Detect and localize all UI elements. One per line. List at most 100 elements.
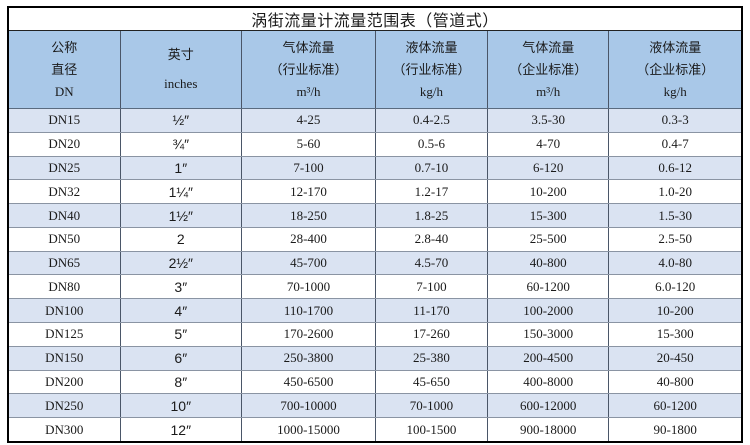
table-row: DN80 3″ 70-1000 7-100 60-1200 6.0-120 bbox=[9, 274, 741, 299]
cell-value: 4″ bbox=[119, 299, 242, 323]
cell-value: 4-70 bbox=[486, 132, 609, 156]
cell-dn: DN200 bbox=[45, 373, 84, 389]
table-row: DN125 5″ 170-2600 17-260 150-3000 15-300 bbox=[9, 322, 741, 346]
column-header-line: （行业标准） bbox=[392, 61, 471, 77]
cell-value: 1.2-17 bbox=[374, 180, 487, 204]
cell-value: 60-1200 bbox=[608, 394, 740, 418]
column-header-line: DN bbox=[54, 83, 74, 99]
cell-value: 6.0-120 bbox=[608, 275, 740, 299]
cell-value: 12″ bbox=[119, 418, 242, 441]
cell-value: 5″ bbox=[119, 323, 242, 346]
column-header-line: 公称 bbox=[51, 39, 78, 55]
column-header-1: 公称直径 DN bbox=[9, 31, 120, 108]
cell-value: 45-650 bbox=[374, 370, 487, 394]
column-header-line: 直径 bbox=[51, 61, 78, 77]
table-row: DN100 4″ 110-1700 11-170 100-2000 10-200 bbox=[9, 298, 741, 323]
table-body: DN15 ½″ 4-25 0.4-2.5 3.5-30 0.3-3 DN20 ¾″ 5-60 0.… bbox=[9, 109, 741, 441]
column-header-line: （企业标准） bbox=[636, 61, 715, 77]
cell-value: 6-120 bbox=[486, 156, 609, 180]
cell-value: 1.0-20 bbox=[608, 180, 740, 204]
table-row: DN15 ½″ 4-25 0.4-2.5 3.5-30 0.3-3 bbox=[9, 109, 741, 132]
column-header-3: 气体流量 （行业标准） m³/h bbox=[241, 31, 375, 108]
cell-value: 150-3000 bbox=[486, 323, 609, 346]
column-header-line: kg/h bbox=[419, 83, 444, 99]
cell-value: 90-1800 bbox=[608, 418, 740, 441]
cell-value: 0.4-2.5 bbox=[374, 109, 487, 132]
column-header-line: 气体流量 bbox=[522, 39, 575, 55]
flow-range-table: 涡街流量计流量范围表（管道式） 公称 直径 DN 英寸 inches 气体流量 （行业标准）… bbox=[7, 6, 743, 443]
cell-value: 4.5-70 bbox=[374, 251, 487, 275]
column-header-line: （企业标准） bbox=[509, 61, 588, 77]
cell-value: 3.5-30 bbox=[486, 109, 609, 132]
cell-value: 600-12000 bbox=[486, 394, 609, 418]
cell-value: 900-18000 bbox=[486, 418, 609, 441]
cell-value: 0.6-12 bbox=[608, 156, 740, 180]
cell-value: 15-300 bbox=[486, 204, 609, 227]
table-row: DN40 1½″ 18-250 1.8-25 15-300 1.5-30 bbox=[9, 203, 741, 227]
table-row: DN50 2 28-400 2.8-40 25-500 2.5-50 bbox=[9, 226, 741, 251]
column-header-line: m³/h bbox=[536, 83, 561, 99]
table-row: DN300 12″ 1000-15000 100-1500 900-18000 90-18… bbox=[9, 417, 741, 441]
table-header-row: 公称直径 DN 英寸 inches 气体流量 （行业标准） m³/h 液体流量 （行业标准） kg… bbox=[9, 31, 741, 109]
cell-value: 1000-15000 bbox=[241, 418, 375, 441]
cell-value: 7-100 bbox=[241, 156, 375, 180]
cell-value: 250-3800 bbox=[241, 346, 375, 370]
cell-value: 6″ bbox=[119, 346, 242, 370]
cell-value: 110-1700 bbox=[241, 299, 375, 323]
cell-value: 60-1200 bbox=[486, 275, 609, 299]
cell-value: 1″ bbox=[119, 156, 242, 180]
cell-value: 2 bbox=[119, 227, 242, 251]
cell-value: 45-700 bbox=[241, 251, 375, 275]
cell-dn: DN80 bbox=[48, 278, 81, 294]
cell-dn: DN32 bbox=[48, 183, 81, 199]
cell-value: 200-4500 bbox=[486, 346, 609, 370]
table-title: 涡街流量计流量范围表（管道式） bbox=[9, 8, 741, 31]
table-row: DN250 10″ 700-10000 70-1000 600-12000 60-1200 bbox=[9, 393, 741, 418]
table-row: DN32 1¼″ 12-170 1.2-17 10-200 1.0-20 bbox=[9, 179, 741, 204]
cell-value: 700-10000 bbox=[241, 394, 375, 418]
cell-value: 11-170 bbox=[374, 299, 487, 323]
cell-value: 3″ bbox=[119, 275, 242, 299]
cell-dn: DN150 bbox=[45, 350, 84, 366]
column-header-line: 液体流量 bbox=[405, 39, 458, 55]
cell-dn: DN15 bbox=[48, 112, 81, 128]
cell-dn: DN40 bbox=[48, 207, 81, 223]
cell-value: 10-200 bbox=[486, 180, 609, 204]
cell-dn: DN50 bbox=[48, 231, 81, 247]
cell-value: 2½″ bbox=[119, 251, 242, 275]
cell-value: ¾″ bbox=[119, 132, 242, 156]
cell-value: 17-260 bbox=[374, 323, 487, 346]
cell-value: 100-1500 bbox=[374, 418, 487, 441]
column-header-5: 气体流量 （企业标准） m³/h bbox=[486, 31, 609, 108]
cell-dn: DN250 bbox=[45, 397, 84, 413]
cell-value: 8″ bbox=[119, 370, 242, 394]
column-header-line: 气体流量 bbox=[282, 39, 335, 55]
cell-dn: DN65 bbox=[48, 255, 81, 271]
cell-value: 4-25 bbox=[241, 109, 375, 132]
cell-value: 2.5-50 bbox=[608, 227, 740, 251]
cell-value: 15-300 bbox=[608, 323, 740, 346]
cell-value: 0.5-6 bbox=[374, 132, 487, 156]
cell-dn: DN20 bbox=[48, 136, 81, 152]
table-row: DN25 1″ 7-100 0.7-10 6-120 0.6-12 bbox=[9, 155, 741, 180]
column-header-line: 液体流量 bbox=[649, 39, 702, 55]
cell-value: 18-250 bbox=[241, 204, 375, 227]
cell-dn: DN25 bbox=[48, 159, 81, 175]
cell-value: 2.8-40 bbox=[374, 227, 487, 251]
cell-dn: DN300 bbox=[45, 421, 84, 437]
cell-value: 1½″ bbox=[119, 204, 242, 227]
cell-value: 25-500 bbox=[486, 227, 609, 251]
cell-value: 400-8000 bbox=[486, 370, 609, 394]
cell-value: 450-6500 bbox=[241, 370, 375, 394]
cell-value: 0.7-10 bbox=[374, 156, 487, 180]
cell-value: 100-2000 bbox=[486, 299, 609, 323]
cell-value: 1.5-30 bbox=[608, 204, 740, 227]
column-header-6: 液体流量 （企业标准） kg/h bbox=[608, 31, 740, 108]
cell-value: 10″ bbox=[119, 394, 242, 418]
column-header-line: inches bbox=[164, 76, 198, 92]
cell-value: 7-100 bbox=[374, 275, 487, 299]
cell-value: 1¼″ bbox=[119, 180, 242, 204]
cell-value: 40-800 bbox=[608, 370, 740, 394]
column-header-line: 英寸 bbox=[167, 46, 194, 62]
